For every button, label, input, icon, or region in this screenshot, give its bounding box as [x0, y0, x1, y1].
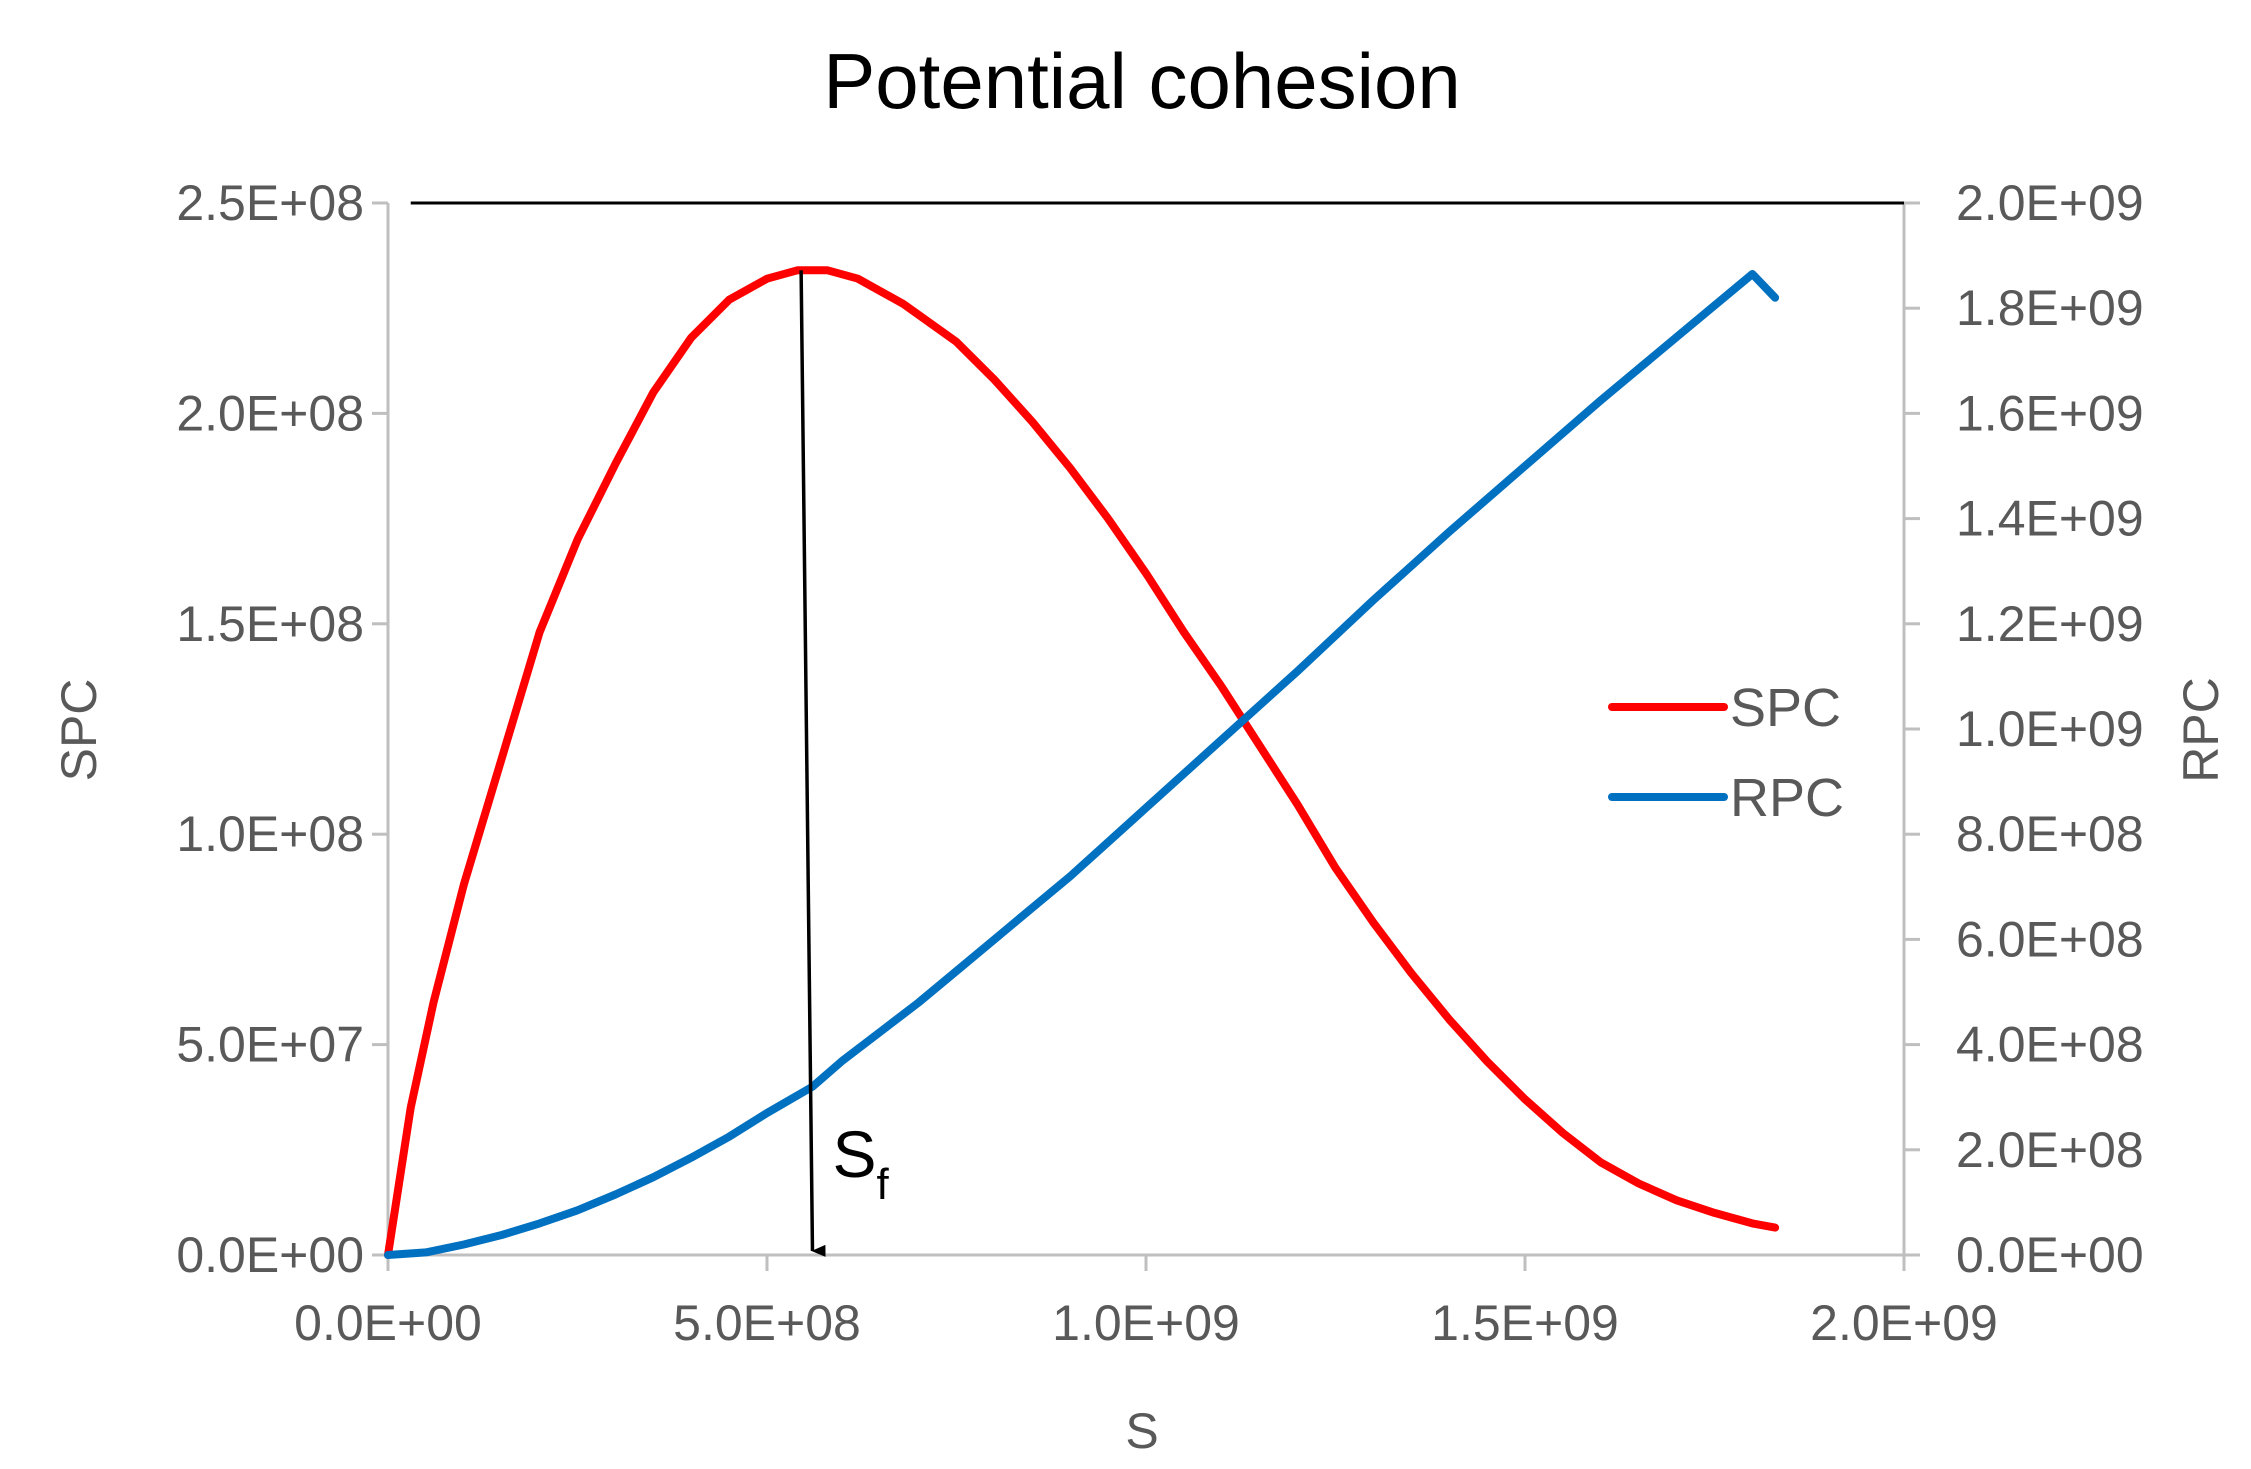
sf-annotation-subscript: f [877, 1160, 890, 1209]
y2-tick-label: 8.0E+08 [1956, 806, 2144, 862]
y2-tick-label: 6.0E+08 [1956, 911, 2144, 967]
x-axis-ticks: 0.0E+00 5.0E+08 1.0E+09 1.5E+09 2.0E+09 [294, 1255, 1998, 1351]
axes-frame [386, 203, 1906, 1257]
series-line-spc [384, 266, 1780, 1259]
y2-tick-label: 1.4E+09 [1956, 491, 2144, 547]
legend-label-rpc: RPC [1730, 768, 1844, 828]
y2-tick-label: 2.0E+09 [1956, 175, 2144, 231]
sf-arrow [799, 270, 826, 1257]
y-axis-ticks: 0.0E+00 5.0E+07 1.0E+08 1.5E+08 2.0E+08 2.5E+… [176, 175, 388, 1283]
plot-area [384, 266, 1780, 1259]
y-tick-label: 1.5E+08 [176, 596, 364, 652]
annotations: Sf [410, 201, 1904, 1257]
x-tick-label: 2.0E+09 [1810, 1295, 1998, 1351]
y2-tick-label: 1.0E+09 [1956, 701, 2144, 757]
series-line-rpc [384, 270, 1780, 1259]
x-tick-label: 1.5E+09 [1431, 1295, 1619, 1351]
y-tick-label: 0.0E+00 [176, 1227, 364, 1283]
x-tick-label: 0.0E+00 [294, 1295, 482, 1351]
sf-annotation-label: Sf [832, 1117, 889, 1209]
y2-axis-ticks: 0.0E+00 2.0E+08 4.0E+08 6.0E+08 8.0E+08 1.0E+… [1904, 175, 2144, 1283]
legend: SPC RPC [1608, 678, 1844, 828]
chart-title: Potential cohesion [823, 37, 1460, 125]
y2-tick-label: 1.8E+09 [1956, 280, 2144, 336]
y2-tick-label: 4.0E+08 [1956, 1017, 2144, 1073]
x-tick-label: 5.0E+08 [673, 1295, 861, 1351]
y2-tick-label: 1.2E+09 [1956, 596, 2144, 652]
y2-tick-label: 1.6E+09 [1956, 385, 2144, 441]
y2-axis-label: RPC [2173, 677, 2229, 783]
y-tick-label: 1.0E+08 [176, 806, 364, 862]
y-tick-label: 2.0E+08 [176, 385, 364, 441]
y-axis-label: SPC [51, 679, 107, 782]
y-tick-label: 5.0E+07 [176, 1017, 364, 1073]
y-tick-label: 2.5E+08 [176, 175, 364, 231]
y2-tick-label: 2.0E+08 [1956, 1122, 2144, 1178]
legend-label-spc: SPC [1730, 678, 1841, 738]
y2-tick-label: 0.0E+00 [1956, 1227, 2144, 1283]
x-axis-label: S [1125, 1403, 1158, 1459]
x-tick-label: 1.0E+09 [1052, 1295, 1240, 1351]
